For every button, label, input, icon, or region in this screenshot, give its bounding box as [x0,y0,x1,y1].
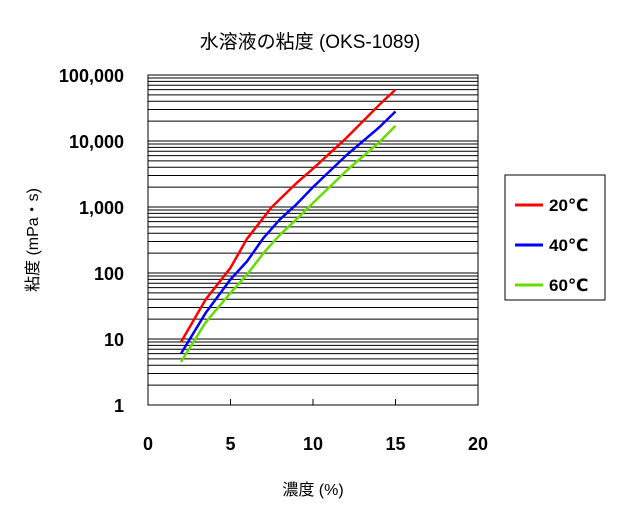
y-tick-label: 10,000 [69,132,124,152]
y-axis-label: 粘度 (mPa・s) [24,188,42,292]
y-axis-ticks: 1 10 100 1,000 10,000 100,000 [59,66,124,416]
series-line-1 [179,88,397,343]
grid-lines [148,74,478,386]
x-tick-label: 5 [225,434,235,454]
x-tick-label: 10 [303,434,323,454]
legend-label-3: 60℃ [549,276,589,295]
legend-box [504,174,606,301]
y-tick-label: 10 [104,330,124,350]
x-axis-ticks: 0 5 10 15 20 [143,399,488,454]
legend-label-2: 40℃ [549,236,589,255]
x-axis-label: 濃度 (%) [282,481,343,499]
x-tick-label: 20 [468,434,488,454]
y-tick-label: 100 [94,264,124,284]
series-line-2 [179,110,397,355]
y-tick-label: 100,000 [59,66,124,86]
y-tick-label: 1,000 [79,198,124,218]
x-tick-label: 15 [385,434,405,454]
y-tick-label: 1 [114,396,124,416]
series-line-3 [179,124,397,363]
plot-frame [147,74,479,406]
series-lines [179,88,397,363]
legend: 20℃ 40℃ 60℃ [504,174,606,301]
legend-label-1: 20℃ [549,196,589,215]
chart-title: 水溶液の粘度 (OKS-1089) [200,31,421,53]
x-tick-label: 0 [143,434,153,454]
